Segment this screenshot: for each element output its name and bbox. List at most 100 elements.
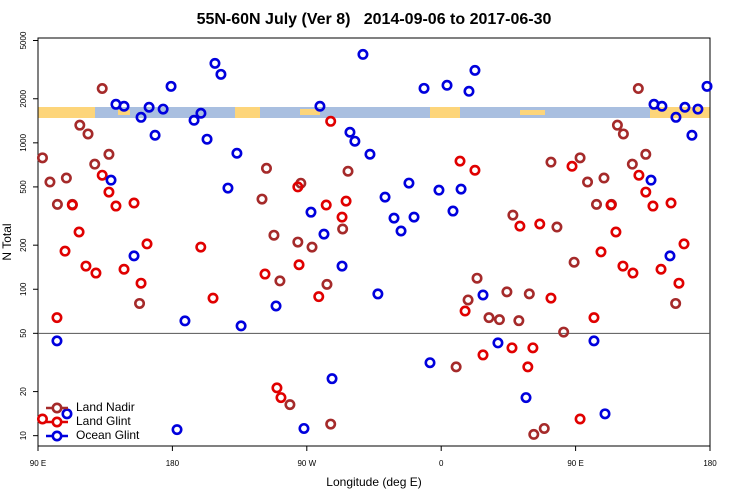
point xyxy=(349,135,361,147)
point xyxy=(692,103,704,115)
point xyxy=(673,277,685,289)
point xyxy=(538,422,550,434)
point xyxy=(582,176,594,188)
x-tick-label: 90 W xyxy=(297,459,316,468)
point xyxy=(275,392,287,404)
point xyxy=(477,349,489,361)
point xyxy=(326,373,338,385)
point xyxy=(306,241,318,253)
point xyxy=(522,361,534,373)
point xyxy=(325,418,337,430)
point xyxy=(274,275,286,287)
point xyxy=(492,337,504,349)
point xyxy=(450,361,462,373)
point xyxy=(103,186,115,198)
point xyxy=(128,250,140,262)
point xyxy=(96,169,108,181)
point xyxy=(527,342,539,354)
point xyxy=(215,68,227,80)
point xyxy=(61,408,73,420)
point xyxy=(513,315,525,327)
point xyxy=(483,312,495,324)
point xyxy=(36,413,48,425)
point xyxy=(179,315,191,327)
point xyxy=(305,206,317,218)
point xyxy=(670,297,682,309)
point xyxy=(477,289,489,301)
point xyxy=(469,64,481,76)
point xyxy=(134,297,146,309)
point xyxy=(235,320,247,332)
legend-label: Land Nadir xyxy=(76,400,135,414)
x-tick-label: 0 xyxy=(439,459,444,468)
point xyxy=(534,218,546,230)
point xyxy=(459,305,471,317)
point xyxy=(344,126,356,138)
point xyxy=(588,312,600,324)
point xyxy=(259,268,271,280)
point xyxy=(82,128,94,140)
point xyxy=(96,83,108,95)
point xyxy=(320,199,332,211)
point xyxy=(51,198,63,210)
point xyxy=(462,294,474,306)
legend-marker xyxy=(51,430,63,442)
x-tick-label: 90 E xyxy=(30,459,46,468)
point xyxy=(293,259,305,271)
y-tick-label: 2000 xyxy=(19,89,28,107)
point xyxy=(655,263,667,275)
point xyxy=(501,286,513,298)
point xyxy=(209,57,221,69)
point xyxy=(256,193,268,205)
y-axis-label: N Total xyxy=(0,223,14,260)
point xyxy=(520,392,532,404)
point xyxy=(59,245,71,257)
plot-frame xyxy=(37,37,711,447)
point xyxy=(528,428,540,440)
point xyxy=(686,129,698,141)
point xyxy=(558,326,570,338)
point xyxy=(454,155,466,167)
y-tick-label: 200 xyxy=(19,238,28,252)
legend-marker xyxy=(51,416,63,428)
point xyxy=(51,312,63,324)
legend-marker xyxy=(51,402,63,414)
point xyxy=(149,129,161,141)
point xyxy=(566,160,578,172)
point xyxy=(342,165,354,177)
point xyxy=(372,288,384,300)
point xyxy=(507,209,519,221)
chart-title: 55N-60N July (Ver 8) 2014-09-06 to 2017-… xyxy=(197,11,552,28)
y-tick-label: 5000 xyxy=(19,31,28,49)
point xyxy=(493,314,505,326)
x-tick-label: 180 xyxy=(166,459,180,468)
point xyxy=(271,382,283,394)
point xyxy=(395,225,407,237)
point xyxy=(611,119,623,131)
point xyxy=(523,288,535,300)
y-tick-label: 20 xyxy=(19,387,28,396)
point xyxy=(664,250,676,262)
point xyxy=(260,162,272,174)
point xyxy=(633,169,645,181)
point xyxy=(568,256,580,268)
point xyxy=(90,267,102,279)
point xyxy=(73,226,85,238)
y-tick-label: 10 xyxy=(19,431,28,440)
point xyxy=(118,263,130,275)
point xyxy=(336,260,348,272)
point xyxy=(135,277,147,289)
point xyxy=(364,148,376,160)
point xyxy=(314,100,326,112)
legend-label: Land Glint xyxy=(76,414,131,428)
point xyxy=(171,424,183,436)
point xyxy=(201,133,213,145)
point xyxy=(455,183,467,195)
point xyxy=(195,107,207,119)
point xyxy=(588,335,600,347)
x-tick-label: 90 E xyxy=(567,459,583,468)
point xyxy=(574,152,586,164)
point xyxy=(545,156,557,168)
point xyxy=(424,357,436,369)
point xyxy=(336,211,348,223)
